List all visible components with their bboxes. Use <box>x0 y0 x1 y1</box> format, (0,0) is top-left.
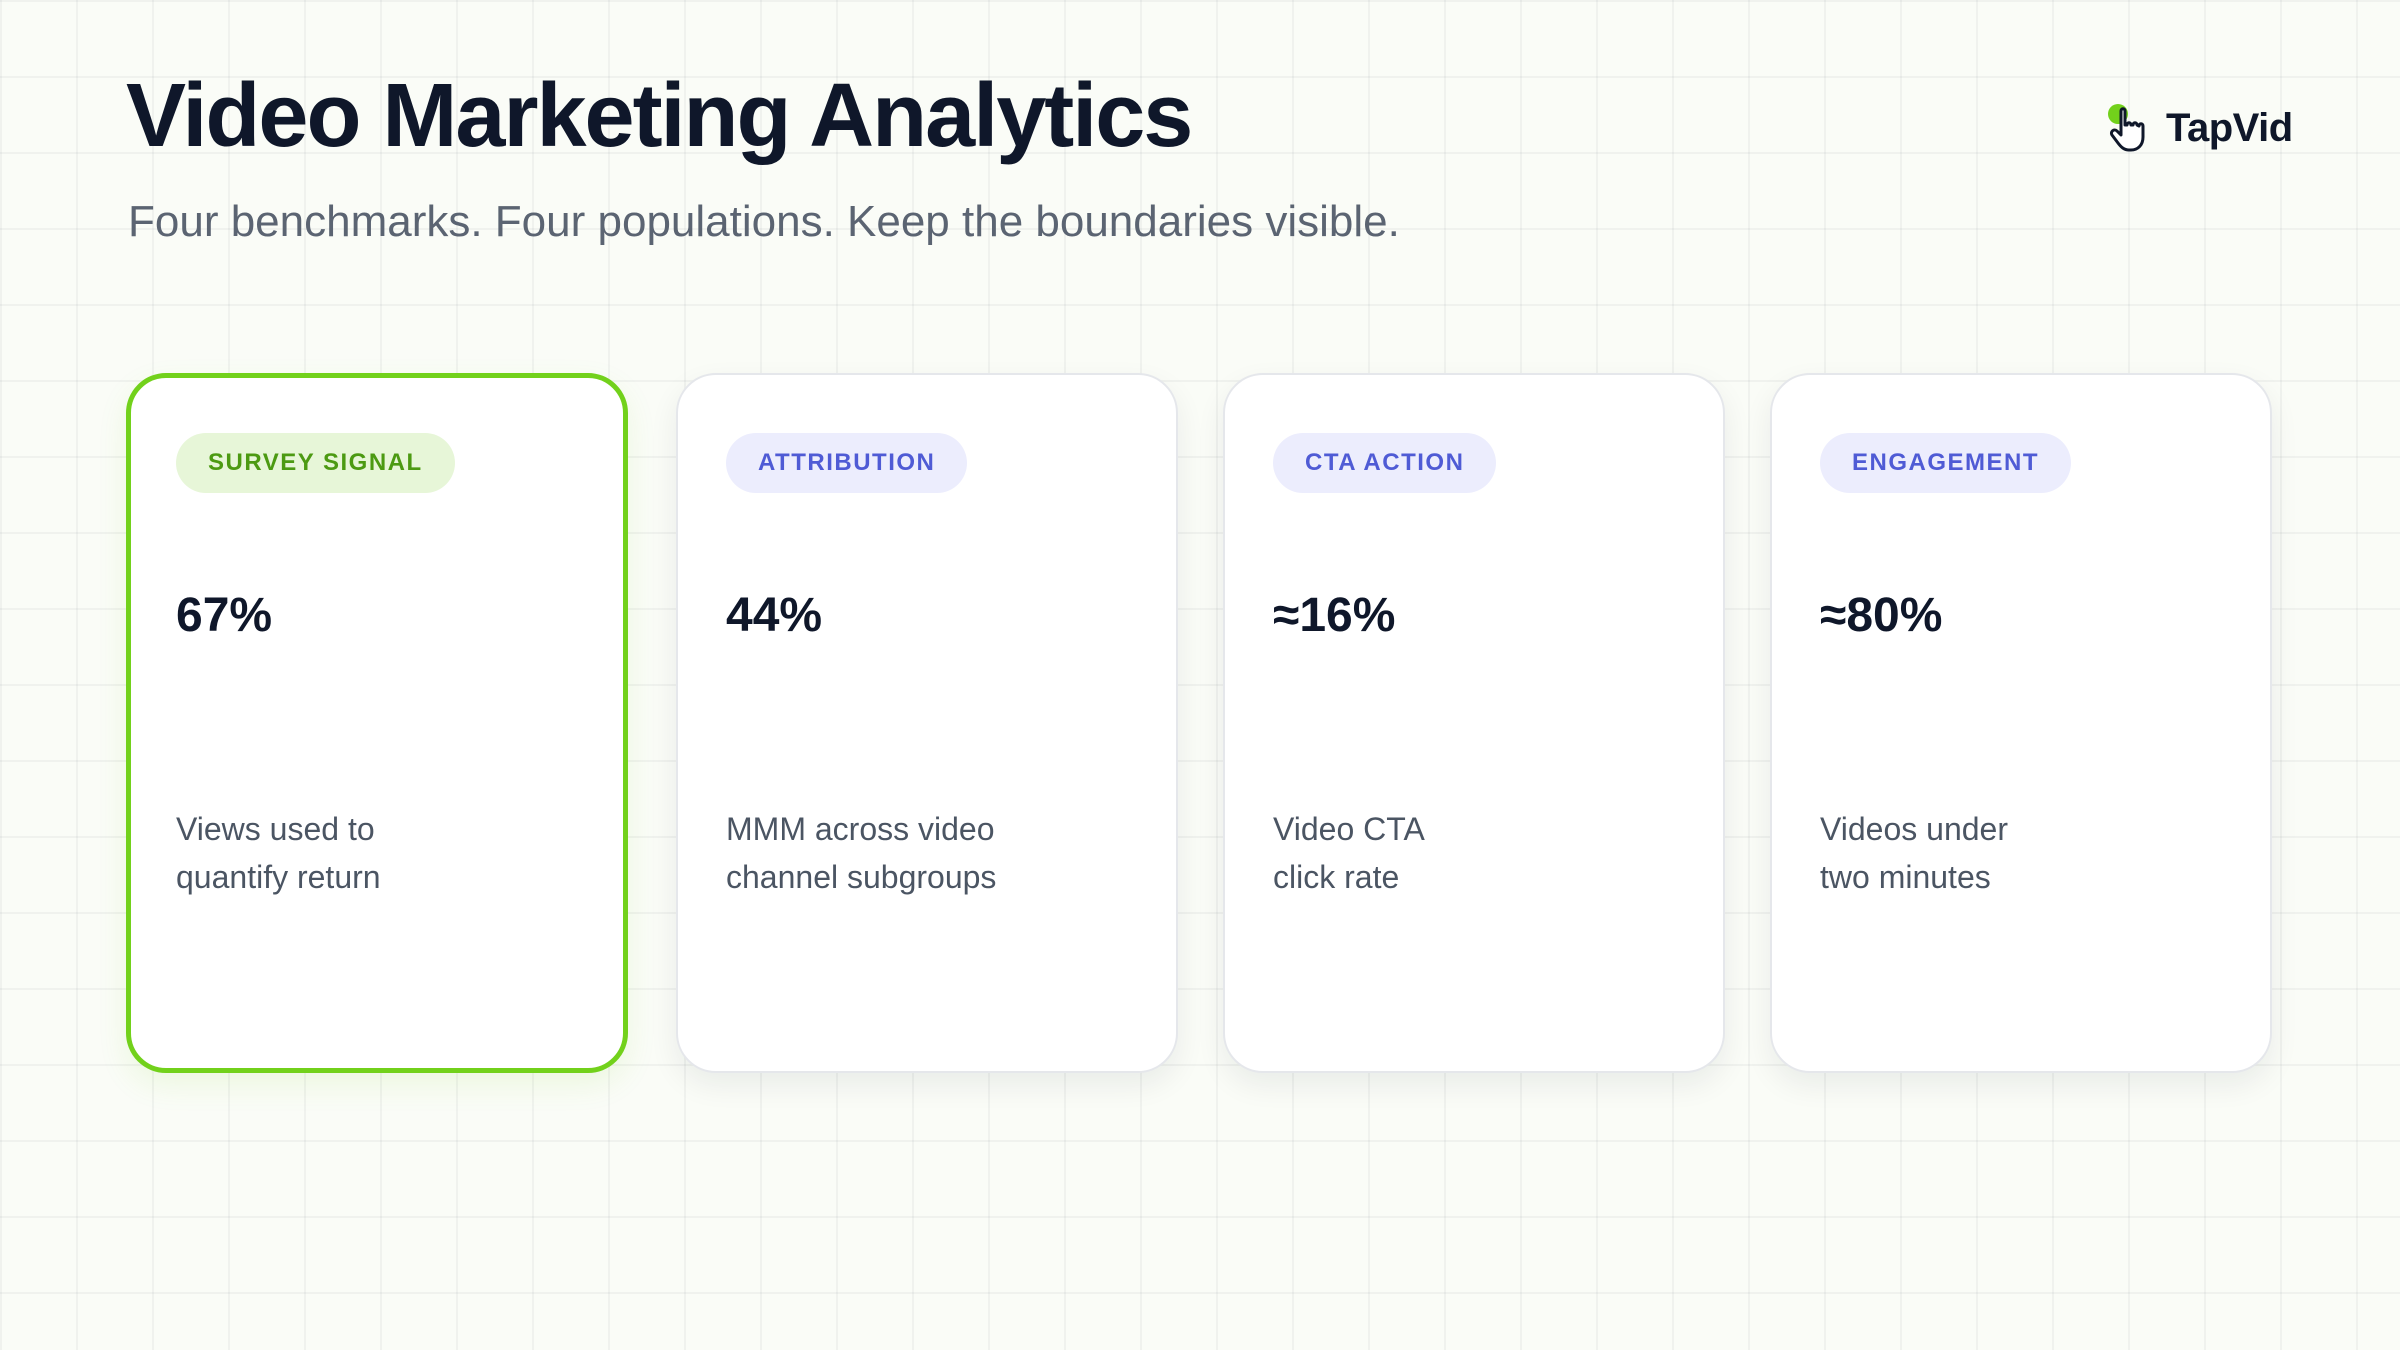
hand-pointer-icon <box>2108 104 2145 152</box>
card-description-line: quantify return <box>176 859 381 895</box>
card-description-line: two minutes <box>1820 859 1991 895</box>
card-description: Videos under two minutes <box>1820 805 2140 901</box>
card-tag: ENGAGEMENT <box>1820 433 2072 493</box>
page-title: Video Marketing Analytics <box>126 66 1193 166</box>
card-description-line: Videos under <box>1820 811 2008 847</box>
stat-card-engagement: ENGAGEMENT ≈80% Videos under two minutes <box>1770 373 2272 1073</box>
card-description-line: click rate <box>1273 859 1400 895</box>
card-description-line: MMM across video <box>726 811 995 847</box>
card-tag: CTA ACTION <box>1273 433 1497 493</box>
stat-card-survey-signal: SURVEY SIGNAL 67% Views used to quantify… <box>126 373 628 1073</box>
card-value: 67% <box>176 589 273 642</box>
card-value: ≈80% <box>1820 589 1943 642</box>
card-value: 44% <box>726 589 823 642</box>
stat-card-cta-action: CTA ACTION ≈16% Video CTA click rate <box>1223 373 1725 1073</box>
brand-logo: TapVid <box>2104 100 2293 156</box>
card-description-line: channel subgroups <box>726 859 997 895</box>
card-description: Video CTA click rate <box>1273 805 1593 901</box>
card-description: MMM across video channel subgroups <box>726 805 1046 901</box>
card-value: ≈16% <box>1273 589 1396 642</box>
card-description-line: Video CTA <box>1273 811 1425 847</box>
brand-name: TapVid <box>2166 105 2293 150</box>
page-subtitle: Four benchmarks. Four populations. Keep … <box>128 197 1400 246</box>
stat-card-attribution: ATTRIBUTION 44% MMM across video channel… <box>676 373 1178 1073</box>
card-description-line: Views used to <box>176 811 375 847</box>
card-tag: SURVEY SIGNAL <box>176 433 455 493</box>
card-tag: ATTRIBUTION <box>726 433 968 493</box>
card-description: Views used to quantify return <box>176 805 496 901</box>
